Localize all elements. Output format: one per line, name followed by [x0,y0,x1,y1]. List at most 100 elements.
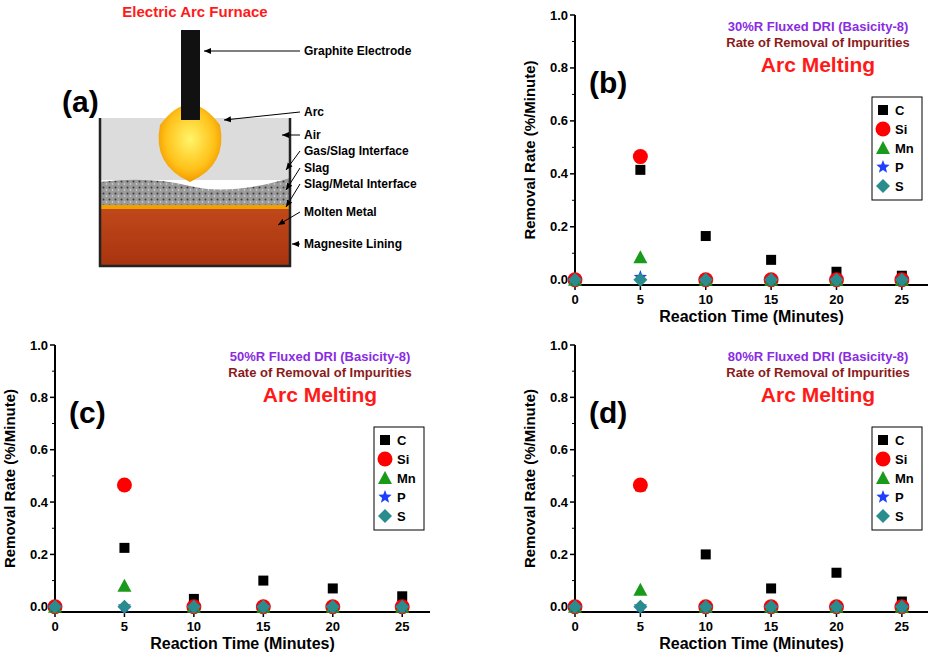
y-tick [570,67,575,69]
y-tick-label: 1.0 [550,8,568,23]
point-s [568,273,582,287]
y-axis-title: Removal Rate (%/Minute) [1,389,18,568]
figure: (a)Electric Arc FurnaceGraphite Electrod… [0,0,943,671]
y-tick [570,226,575,228]
y-tick-label: 0.2 [550,547,568,562]
point-si [256,599,271,614]
point-mn [699,600,713,613]
y-tick-label: 0.6 [30,442,48,457]
point-c [766,583,776,593]
panel-label: (d) [589,396,627,429]
x-tick-label: 0 [571,619,578,634]
label-arrow [292,244,300,245]
data-points [568,149,910,287]
y-minor-tick [572,94,575,95]
x-tick-label: 10 [187,619,201,634]
point-si [48,599,63,614]
x-tick-label: 25 [395,619,409,634]
point-si [698,599,713,614]
y-tick [570,449,575,451]
point-mn [633,583,647,596]
y-axis-title: Removal Rate (%/Minute) [521,60,538,239]
point-c [701,231,711,241]
y-minor-tick [52,528,55,529]
y-tick [50,397,55,399]
x-tick-label: 20 [829,619,843,634]
y-tick [570,14,575,16]
y-axis [574,15,576,285]
chart-title: 80%R Fluxed DRI (Basicity-8) [728,349,909,364]
point-c [635,165,645,175]
legend: CSiMnPS [872,427,922,530]
point-si [117,478,132,493]
legend-marker [378,509,392,523]
legend-box [872,97,922,200]
y-tick [50,501,55,503]
legend-box [374,427,424,530]
y-tick-label: 1.0 [30,338,48,353]
point-mn [764,273,778,286]
legend-marker [876,509,890,523]
point-mn [895,273,909,286]
legend-marker [876,141,890,154]
data-points [48,478,410,615]
x-tick-label: 5 [637,292,644,307]
chart-annotation: Arc Melting [761,53,875,76]
legend-marker [878,435,888,445]
y-minor-tick [572,423,575,424]
legend-label: P [895,160,904,175]
diagram-label: Magnesite Lining [304,237,402,251]
x-tick-label: 0 [51,619,58,634]
diagram-label: Gas/Slag Interface [304,144,409,158]
diagram-label: Air [304,128,321,142]
point-mn [256,600,270,613]
y-tick [570,397,575,399]
point-c [328,583,338,593]
y-minor-tick [572,200,575,201]
x-tick-label: 25 [895,619,909,634]
y-tick-label: 0.0 [550,599,568,614]
point-s [256,600,270,614]
point-mn [829,600,843,613]
point-si [186,599,201,614]
slag-metal-interface [100,205,290,209]
y-tick-label: 0.2 [30,547,48,562]
y-tick-label: 0.8 [550,60,568,75]
legend-label: C [895,433,905,448]
label-arrow [224,112,300,120]
graphite-electrode [181,30,200,120]
point-mn [895,600,909,613]
x-tick-label: 25 [895,292,909,307]
x-tick-label: 20 [326,619,340,634]
point-si [829,272,844,287]
chart-subtitle: Rate of Removal of Impurities [726,365,909,380]
y-minor-tick [572,528,575,529]
point-mn [633,250,647,263]
legend-label: Mn [397,471,416,486]
point-s [895,600,909,614]
legend-label: S [895,509,904,524]
legend-label: Mn [895,141,914,156]
point-mn [48,600,62,613]
point-s [633,600,647,614]
y-tick-label: 0.2 [550,219,568,234]
point-si [894,272,909,287]
legend-marker [876,490,889,503]
point-si [633,478,648,493]
chart-panel: 0.00.20.40.60.81.00510152025Reaction Tim… [1,338,430,653]
panel-label: (c) [69,396,106,429]
legend-marker [378,452,393,467]
point-mn [568,273,582,286]
point-s [48,600,62,614]
point-si [633,149,648,164]
chart-subtitle: Rate of Removal of Impurities [228,365,411,380]
point-s [764,273,778,287]
label-arrow [286,151,300,170]
point-si [325,599,340,614]
point-si [829,599,844,614]
y-axis [574,345,576,612]
y-tick-label: 0.4 [30,495,49,510]
label-arrow [204,51,300,52]
y-tick-label: 0.8 [550,390,568,405]
point-si [395,599,410,614]
